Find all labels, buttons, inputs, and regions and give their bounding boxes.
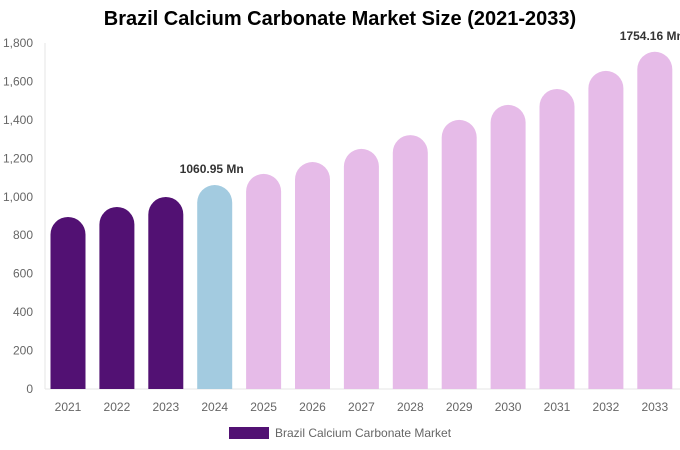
legend[interactable]: Brazil Calcium Carbonate Market <box>229 426 451 440</box>
bar-2025 <box>246 173 282 389</box>
x-tick-label: 2023 <box>152 400 179 414</box>
bar-2030 <box>490 104 526 389</box>
x-tick-label: 2033 <box>641 400 668 414</box>
y-tick-label: 400 <box>13 305 33 319</box>
y-tick-label: 1,800 <box>3 36 33 50</box>
y-tick-label: 800 <box>13 228 33 242</box>
bar-2027 <box>343 148 379 389</box>
x-tick-label: 2027 <box>348 400 375 414</box>
bar-2033 <box>637 51 673 390</box>
y-tick-label: 200 <box>13 344 33 358</box>
data-label-2033: 1754.16 Mn <box>620 29 680 43</box>
x-tick-label: 2022 <box>104 400 131 414</box>
x-tick-label: 2030 <box>495 400 522 414</box>
y-tick-label: 600 <box>13 267 33 281</box>
bar-2021 <box>50 216 86 389</box>
bar-2026 <box>295 161 330 389</box>
bar-2023 <box>148 196 184 389</box>
legend-label: Brazil Calcium Carbonate Market <box>275 426 452 440</box>
y-tick-label: 1,000 <box>3 190 33 204</box>
x-tick-label: 2028 <box>397 400 424 414</box>
x-tick-label: 2025 <box>250 400 277 414</box>
y-tick-label: 1,600 <box>3 74 33 88</box>
legend-swatch <box>229 427 269 439</box>
x-tick-label: 2031 <box>544 400 571 414</box>
x-tick-label: 2032 <box>593 400 620 414</box>
y-tick-label: 1,400 <box>3 113 33 127</box>
data-label-2024: 1060.95 Mn <box>180 162 244 176</box>
bar-2028 <box>392 135 428 389</box>
x-tick-label: 2024 <box>201 400 228 414</box>
chart-title: Brazil Calcium Carbonate Market Size (20… <box>103 8 577 30</box>
bar-2032 <box>588 70 624 389</box>
x-tick-label: 2026 <box>299 400 326 414</box>
bar-2022 <box>99 206 135 389</box>
x-tick-label: 2021 <box>55 400 82 414</box>
bar-2029 <box>441 119 477 389</box>
y-tick-label: 0 <box>26 382 33 396</box>
bar-2024 <box>197 185 233 389</box>
bar-2031 <box>539 88 575 390</box>
x-tick-label: 2029 <box>446 400 473 414</box>
y-tick-label: 1,200 <box>3 151 33 165</box>
